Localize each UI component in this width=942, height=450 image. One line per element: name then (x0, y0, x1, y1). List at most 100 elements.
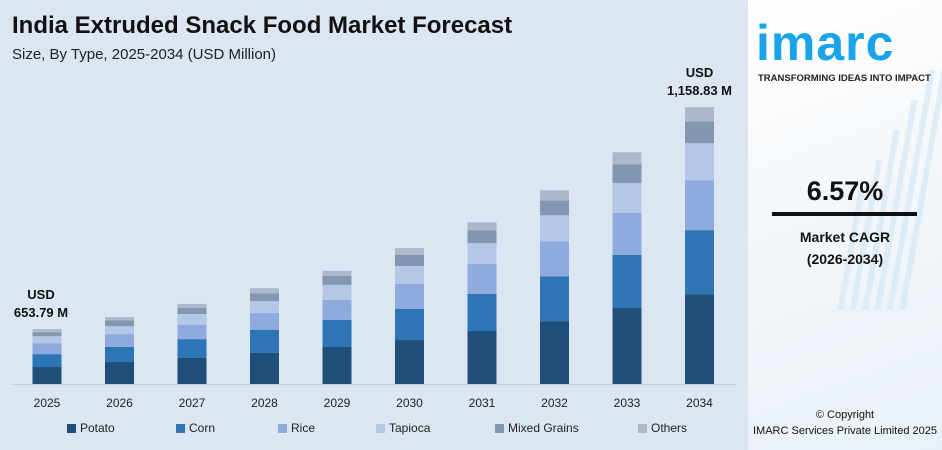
bar-segment-tapioca-2028 (250, 301, 279, 314)
bar-segment-others-2029 (322, 270, 352, 276)
x-tick-label: 2034 (686, 396, 713, 410)
bar-segment-mixed-grains-2029 (322, 275, 352, 285)
bar-segment-potato-2025 (32, 367, 62, 384)
bar-segment-mixed-grains-2031 (467, 230, 497, 244)
bar-segment-mixed-grains-2026 (105, 320, 134, 327)
bar-segment-rice-2033 (612, 212, 642, 255)
bar-segment-potato-2029 (322, 346, 352, 384)
bar-segment-potato-2033 (612, 308, 642, 384)
legend-label: Rice (291, 421, 316, 435)
legend-label: Others (651, 421, 688, 435)
legend-swatch (278, 423, 287, 433)
bar-segment-others-2027 (177, 303, 207, 309)
x-tick-label: 2026 (106, 396, 133, 410)
total-label-value: 653.79 M (14, 305, 68, 320)
bar-segment-rice-2031 (467, 264, 497, 294)
bar-segment-others-2034 (685, 107, 714, 122)
x-tick-label: 2027 (179, 396, 206, 410)
legend-item-corn: Corn (176, 421, 215, 435)
bar-segment-corn-2027 (177, 339, 207, 358)
bar-segment-potato-2034 (685, 294, 714, 384)
bar-segment-others-2028 (250, 288, 279, 294)
bar-segment-mixed-grains-2033 (612, 164, 642, 184)
copyright-line1: © Copyright (815, 409, 875, 421)
bar-segment-tapioca-2034 (685, 143, 714, 181)
bar-segment-others-2026 (105, 317, 134, 321)
legend-item-potato: Potato (67, 421, 115, 435)
bar-segment-tapioca-2030 (395, 265, 424, 284)
bar-segment-others-2032 (540, 190, 569, 201)
bar-segment-corn-2034 (685, 230, 714, 295)
bar-segment-potato-2030 (395, 340, 424, 384)
bar-segment-tapioca-2026 (105, 326, 134, 335)
chart-title: India Extruded Snack Food Market Forecas… (12, 12, 513, 39)
bar-segment-others-2033 (612, 152, 642, 165)
bar-segment-potato-2028 (250, 352, 279, 384)
legend-swatch (376, 423, 385, 433)
bar-segment-mixed-grains-2034 (685, 121, 714, 144)
brand-tagline: TRANSFORMING IDEAS INTO IMPACT (758, 73, 931, 84)
cagr-period: (2026-2034) (806, 251, 884, 267)
legend-item-others: Others (638, 421, 687, 435)
legend-item-rice: Rice (278, 421, 315, 435)
legend-swatch (495, 423, 504, 433)
bar-segment-potato-2031 (467, 330, 497, 384)
bar-segment-potato-2032 (540, 321, 569, 384)
total-label-currency: USD (686, 65, 713, 80)
bar-segment-corn-2031 (467, 293, 497, 331)
cagr-value: 6.57% (806, 176, 884, 206)
total-label-value: 1,158.83 M (667, 83, 732, 98)
legend-item-tapioca: Tapioca (376, 421, 430, 435)
bar-segment-mixed-grains-2025 (32, 332, 62, 337)
bar-segment-rice-2029 (322, 299, 352, 320)
x-tick-label: 2031 (469, 396, 496, 410)
bar-segment-mixed-grains-2030 (395, 255, 424, 266)
bar-segment-potato-2027 (177, 357, 207, 384)
imarc-logo: imarc (756, 15, 895, 71)
x-tick-label: 2030 (396, 396, 423, 410)
bar-segment-corn-2032 (540, 276, 569, 322)
legend-label: Mixed Grains (508, 421, 579, 435)
bar-segment-corn-2030 (395, 308, 424, 341)
bar-segment-tapioca-2031 (467, 243, 497, 265)
brand-panel: imarc TRANSFORMING IDEAS INTO IMPACT 6.5… (748, 0, 942, 450)
stacked-bar-chart: 2025 USD 653.79 M 2026 2027 2028 2029 2030 2031 2… (10, 65, 736, 410)
x-tick-label: 2028 (251, 396, 278, 410)
bar-segment-potato-2026 (105, 362, 134, 384)
bar-segment-others-2031 (467, 222, 497, 231)
bar-segment-corn-2029 (322, 319, 352, 347)
bar-segment-rice-2025 (32, 343, 62, 355)
bar-segment-rice-2032 (540, 241, 569, 277)
bar-segment-rice-2026 (105, 334, 134, 347)
bar-segment-tapioca-2032 (540, 215, 569, 242)
copyright: © Copyright IMARC Services Private Limit… (748, 407, 942, 439)
x-tick-label: 2033 (614, 396, 641, 410)
legend-swatch (67, 423, 76, 433)
bar-segment-tapioca-2027 (177, 314, 207, 325)
x-tick-label: 2025 (34, 396, 61, 410)
x-tick-label: 2032 (541, 396, 568, 410)
bar-segment-tapioca-2025 (32, 336, 62, 344)
bar-segment-others-2030 (395, 248, 424, 255)
chart-subtitle: Size, By Type, 2025-2034 (USD Million) (12, 46, 277, 63)
cagr-label-text: Market CAGR (799, 229, 891, 245)
bar-segment-corn-2028 (250, 330, 279, 353)
bar-segment-tapioca-2033 (612, 183, 642, 213)
legend-swatch (176, 423, 185, 433)
legend-label: Tapioca (389, 421, 431, 435)
bar-segment-rice-2027 (177, 324, 207, 340)
bar-segment-mixed-grains-2032 (540, 200, 569, 216)
divider (772, 212, 917, 216)
x-tick-label: 2029 (324, 396, 351, 410)
bar-segment-rice-2028 (250, 313, 279, 331)
bar-segment-mixed-grains-2028 (250, 293, 279, 302)
bar-segment-tapioca-2029 (322, 284, 352, 300)
copyright-line2: IMARC Services Private Limited 2025 (752, 425, 937, 437)
bar-segment-corn-2026 (105, 346, 134, 363)
legend-label: Potato (80, 421, 115, 435)
legend-label: Corn (189, 421, 216, 435)
legend-item-mixed-grains: Mixed Grains (495, 421, 579, 435)
total-label-currency: USD (27, 287, 54, 302)
bar-segment-corn-2025 (32, 354, 62, 368)
bar-segment-rice-2034 (685, 180, 714, 231)
